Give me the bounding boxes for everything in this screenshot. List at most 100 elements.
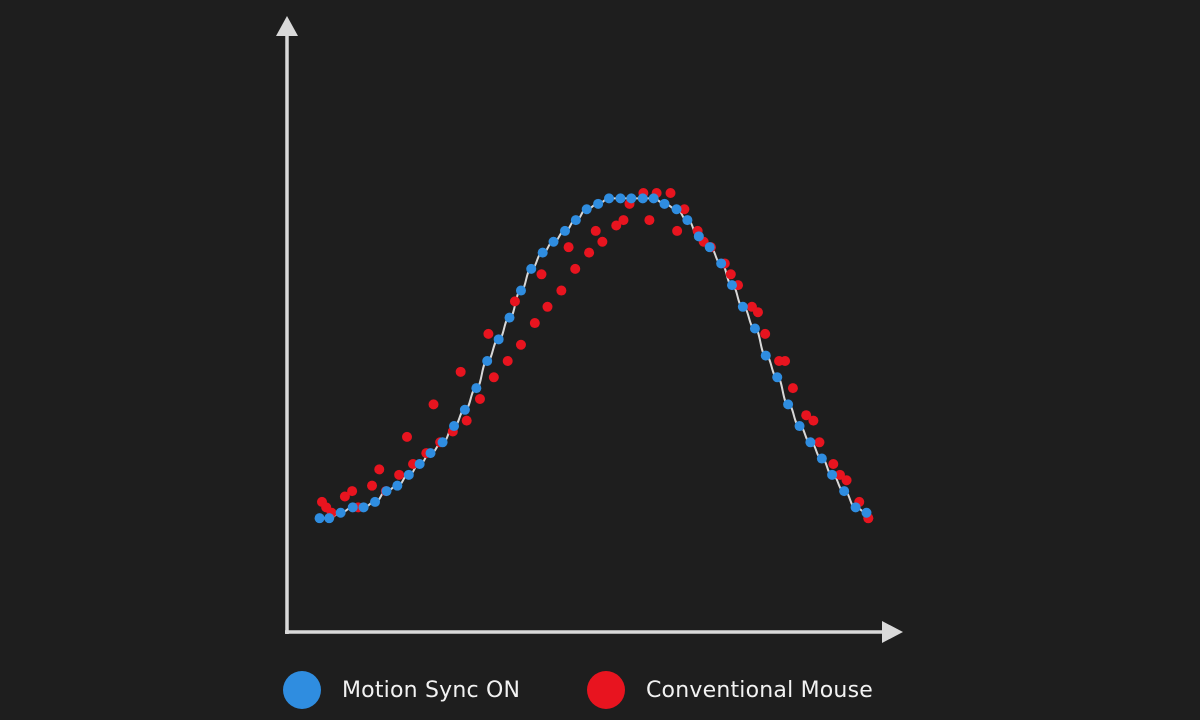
data-point-motion-sync-on [314, 513, 325, 524]
data-point-conventional-mouse [760, 328, 771, 339]
data-point-motion-sync-on [827, 469, 838, 480]
data-point-motion-sync-on [671, 204, 682, 215]
data-point-conventional-mouse [502, 356, 513, 366]
data-point-conventional-mouse [590, 225, 601, 236]
data-point-conventional-mouse [611, 220, 622, 231]
data-point-conventional-mouse [679, 204, 690, 215]
data-point-conventional-mouse [321, 502, 332, 513]
data-point-motion-sync-on [760, 350, 771, 361]
data-points [314, 187, 874, 524]
data-point-motion-sync-on [414, 458, 425, 469]
legend-swatch-motion-sync [283, 671, 321, 709]
data-point-motion-sync-on [537, 247, 548, 258]
data-point-conventional-mouse [509, 296, 520, 307]
data-point-motion-sync-on [839, 486, 850, 497]
data-point-conventional-mouse [841, 475, 852, 486]
data-point-motion-sync-on [716, 258, 727, 269]
data-point-conventional-mouse [725, 269, 736, 280]
data-point-motion-sync-on [850, 502, 861, 513]
data-point-conventional-mouse [536, 269, 547, 280]
data-point-motion-sync-on [526, 263, 537, 274]
data-point-motion-sync-on [604, 193, 615, 204]
data-point-conventional-mouse [428, 399, 439, 410]
data-point-conventional-mouse [665, 187, 676, 198]
data-point-conventional-mouse [401, 431, 412, 442]
data-point-conventional-mouse [597, 236, 608, 247]
data-point-conventional-mouse [515, 339, 526, 350]
data-point-motion-sync-on [772, 372, 783, 383]
data-point-motion-sync-on [648, 193, 659, 204]
data-point-conventional-mouse [834, 469, 845, 480]
data-point-motion-sync-on [324, 513, 335, 524]
data-point-conventional-mouse [780, 356, 791, 366]
data-point-motion-sync-on [482, 356, 493, 366]
data-point-conventional-mouse [455, 366, 466, 377]
data-point-motion-sync-on [593, 198, 604, 209]
data-point-motion-sync-on [493, 334, 504, 345]
data-point-motion-sync-on [805, 437, 816, 448]
data-point-conventional-mouse [814, 437, 825, 448]
data-point-motion-sync-on [559, 225, 570, 236]
data-point-conventional-mouse [339, 491, 350, 502]
data-point-motion-sync-on [615, 193, 626, 204]
data-point-conventional-mouse [367, 480, 378, 491]
data-point-motion-sync-on [581, 204, 592, 215]
data-point-conventional-mouse [542, 301, 553, 312]
chart-legend: Motion Sync ON Conventional Mouse [0, 668, 1200, 712]
data-point-conventional-mouse [461, 415, 472, 426]
legend-item-conventional-mouse: Conventional Mouse [587, 668, 873, 712]
data-point-motion-sync-on [816, 453, 827, 464]
data-point-conventional-mouse [374, 464, 385, 475]
data-point-motion-sync-on [459, 404, 470, 415]
data-point-motion-sync-on [403, 469, 414, 480]
legend-label-motion-sync: Motion Sync ON [342, 677, 521, 703]
x-axis-arrow-icon [882, 621, 903, 643]
data-point-motion-sync-on [783, 399, 794, 410]
data-point-motion-sync-on [358, 502, 369, 513]
data-point-conventional-mouse [828, 458, 839, 469]
data-point-motion-sync-on [693, 231, 704, 242]
y-axis-arrow-icon [276, 16, 298, 36]
data-point-motion-sync-on [437, 437, 448, 448]
data-point-conventional-mouse [584, 247, 595, 258]
legend-swatch-conventional-mouse [587, 671, 625, 709]
data-point-motion-sync-on [548, 236, 559, 247]
data-point-motion-sync-on [425, 448, 436, 459]
data-point-motion-sync-on [471, 383, 482, 394]
data-point-conventional-mouse [644, 215, 655, 226]
data-point-conventional-mouse [672, 225, 683, 236]
data-point-motion-sync-on [504, 312, 515, 323]
axes [276, 16, 903, 643]
data-point-motion-sync-on [370, 496, 381, 507]
data-point-conventional-mouse [563, 242, 574, 253]
data-point-motion-sync-on [637, 193, 648, 204]
data-point-conventional-mouse [394, 469, 405, 480]
data-point-conventional-mouse [347, 486, 358, 497]
data-point-motion-sync-on [570, 215, 581, 226]
data-point-conventional-mouse [474, 393, 485, 404]
data-point-motion-sync-on [749, 323, 760, 334]
data-point-motion-sync-on [682, 215, 693, 226]
data-point-conventional-mouse [488, 372, 499, 383]
legend-label-conventional-mouse: Conventional Mouse [646, 677, 873, 703]
data-point-motion-sync-on [381, 486, 392, 497]
data-point-conventional-mouse [801, 410, 812, 421]
data-point-conventional-mouse [483, 328, 494, 339]
data-point-motion-sync-on [861, 507, 872, 518]
data-point-motion-sync-on [737, 301, 748, 312]
data-point-motion-sync-on [704, 242, 715, 253]
data-point-motion-sync-on [515, 285, 526, 296]
data-point-conventional-mouse [787, 383, 798, 394]
data-point-motion-sync-on [392, 480, 403, 491]
data-point-conventional-mouse [752, 307, 763, 318]
data-point-motion-sync-on [449, 421, 460, 432]
data-point-conventional-mouse [529, 318, 540, 329]
data-point-conventional-mouse [556, 285, 567, 296]
data-point-motion-sync-on [347, 502, 358, 513]
data-point-motion-sync-on [659, 198, 670, 209]
data-point-conventional-mouse [570, 263, 581, 274]
data-point-motion-sync-on [335, 507, 346, 518]
data-point-conventional-mouse [618, 215, 629, 226]
